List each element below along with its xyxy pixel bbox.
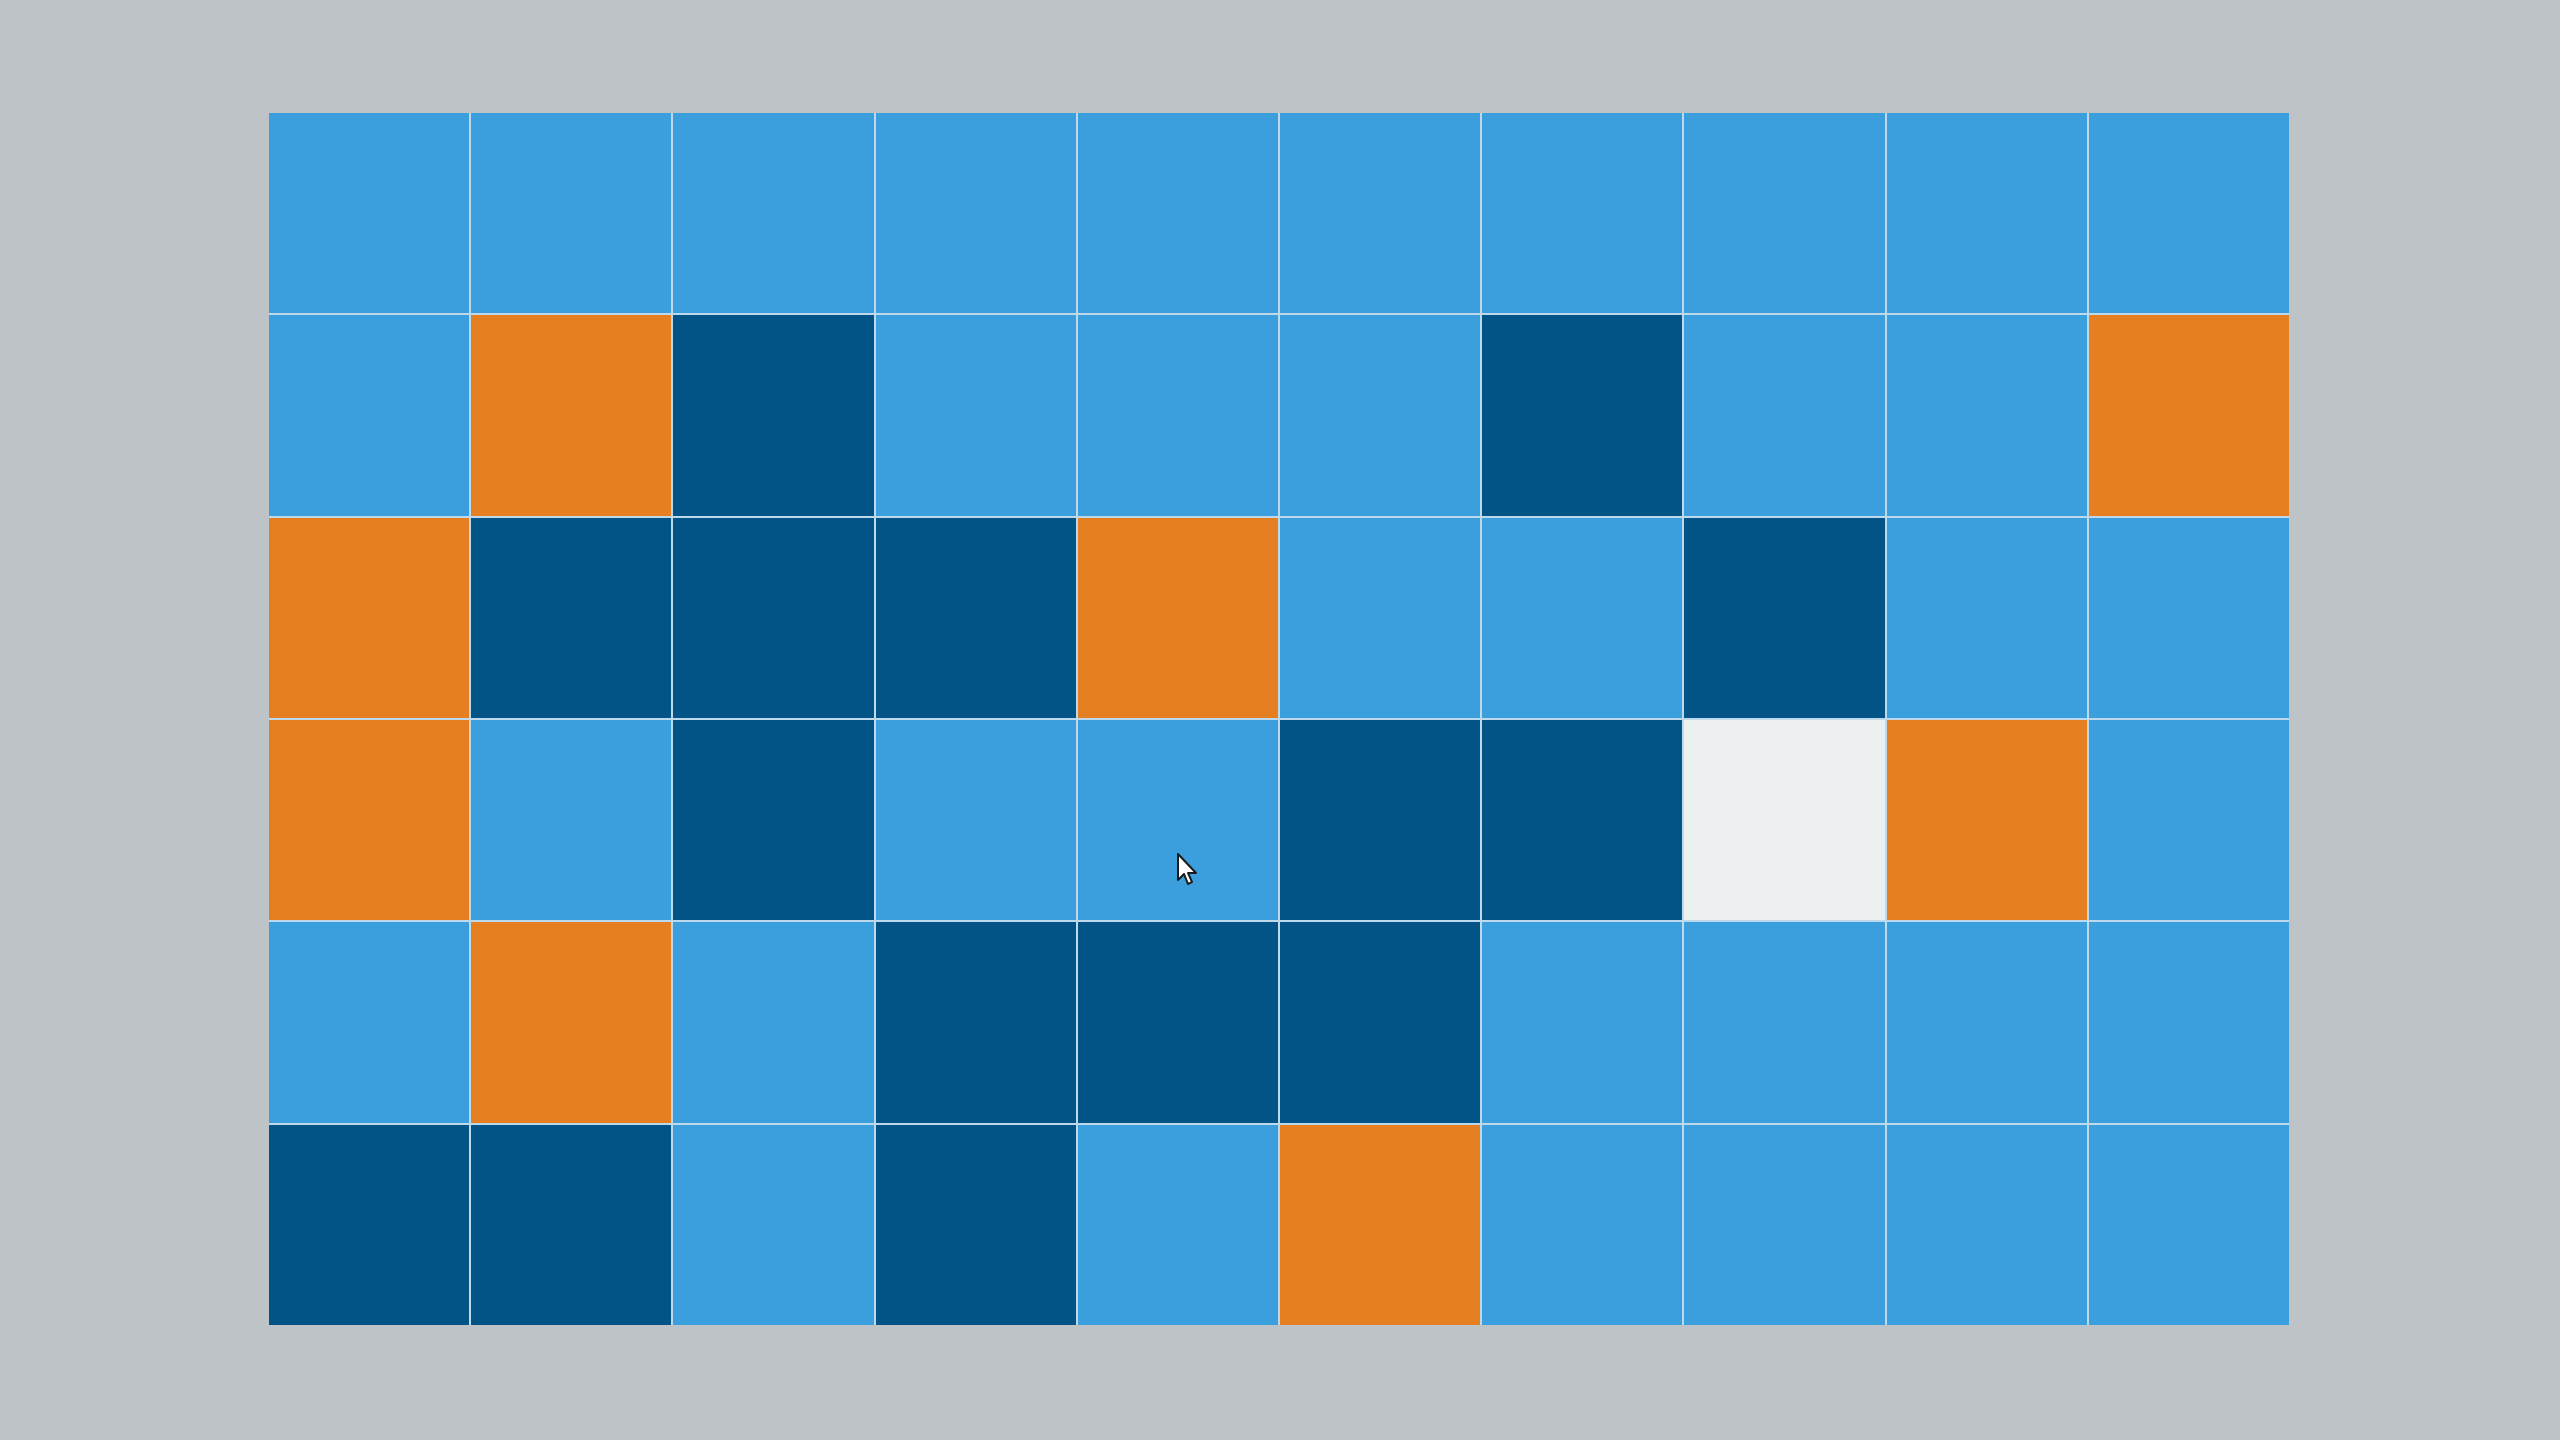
board-cell-r4-c1-orange[interactable] — [269, 719, 470, 921]
board-cell-r5-c1-light[interactable] — [269, 922, 470, 1123]
board-cell-r1-c1-light[interactable] — [269, 113, 470, 314]
board-cell-r2-c7-dark[interactable] — [1482, 315, 1683, 516]
board-cell-r5-c4-dark[interactable] — [875, 922, 1076, 1123]
board-cell-r5-c8-light[interactable] — [1684, 922, 1885, 1123]
board-cell-r1-c7-light[interactable] — [1482, 113, 1683, 314]
board-cell-r2-c4-light[interactable] — [875, 315, 1076, 516]
board-cell-r6-c4-dark[interactable] — [875, 1124, 1076, 1325]
board-cell-r2-c10-orange[interactable] — [2088, 315, 2289, 516]
board-cell-r2-c2-orange[interactable] — [471, 315, 672, 516]
board-cell-r2-c6-light[interactable] — [1279, 315, 1481, 516]
game-board — [269, 113, 2289, 1325]
board-cell-r1-c3-light[interactable] — [673, 113, 874, 314]
board-cell-r4-c8-white[interactable] — [1684, 719, 1885, 921]
board-cell-r5-c7-light[interactable] — [1482, 922, 1683, 1123]
board-cell-r6-c8-light[interactable] — [1684, 1124, 1885, 1325]
board-cell-r5-c5-dark[interactable] — [1077, 922, 1278, 1123]
board-cell-r4-c6-dark[interactable] — [1279, 719, 1481, 921]
board-cell-r2-c8-light[interactable] — [1684, 315, 1885, 516]
board-cell-r3-c8-dark[interactable] — [1684, 517, 1885, 718]
board-cell-r6-c6-orange[interactable] — [1279, 1124, 1481, 1325]
board-cell-r4-c7-dark[interactable] — [1482, 719, 1683, 921]
board-cell-r1-c5-light[interactable] — [1077, 113, 1278, 314]
board-cell-r2-c5-light[interactable] — [1077, 315, 1278, 516]
board-cell-r3-c1-orange[interactable] — [269, 517, 470, 718]
board-cell-r5-c2-orange[interactable] — [471, 922, 672, 1123]
board-cell-r4-c9-orange[interactable] — [1886, 719, 2087, 921]
board-cell-r3-c3-dark[interactable] — [673, 517, 874, 718]
board-cell-r1-c10-light[interactable] — [2088, 113, 2289, 314]
board-cell-r1-c9-light[interactable] — [1886, 113, 2087, 314]
board-cell-r6-c3-light[interactable] — [673, 1124, 874, 1325]
board-cell-r4-c2-light[interactable] — [471, 719, 672, 921]
board-cell-r4-c3-dark[interactable] — [673, 719, 874, 921]
board-cell-r2-c3-dark[interactable] — [673, 315, 874, 516]
board-cell-r3-c4-dark[interactable] — [875, 517, 1076, 718]
board-cell-r5-c9-light[interactable] — [1886, 922, 2087, 1123]
board-cell-r1-c6-light[interactable] — [1279, 113, 1481, 314]
board-cell-r4-c5-light[interactable] — [1077, 719, 1278, 921]
board-cell-r3-c10-light[interactable] — [2088, 517, 2289, 718]
board-cell-r1-c4-light[interactable] — [875, 113, 1076, 314]
board-cell-r6-c7-light[interactable] — [1482, 1124, 1683, 1325]
board-cell-r1-c2-light[interactable] — [471, 113, 672, 314]
board-cell-r5-c3-light[interactable] — [673, 922, 874, 1123]
board-cell-r4-c10-light[interactable] — [2088, 719, 2289, 921]
board-cell-r6-c2-dark[interactable] — [471, 1124, 672, 1325]
board-cell-r6-c1-dark[interactable] — [269, 1124, 470, 1325]
board-cell-r2-c1-light[interactable] — [269, 315, 470, 516]
board-cell-r5-c6-dark[interactable] — [1279, 922, 1481, 1123]
board-cell-r6-c9-light[interactable] — [1886, 1124, 2087, 1325]
board-cell-r3-c6-light[interactable] — [1279, 517, 1481, 718]
board-cell-r6-c5-light[interactable] — [1077, 1124, 1278, 1325]
board-cell-r1-c8-light[interactable] — [1684, 113, 1885, 314]
board-cell-r3-c5-orange[interactable] — [1077, 517, 1278, 718]
board-cell-r5-c10-light[interactable] — [2088, 922, 2289, 1123]
board-cell-r3-c9-light[interactable] — [1886, 517, 2087, 718]
board-cell-r3-c2-dark[interactable] — [471, 517, 672, 718]
board-cell-r2-c9-light[interactable] — [1886, 315, 2087, 516]
board-cell-r4-c4-light[interactable] — [875, 719, 1076, 921]
board-cell-r3-c7-light[interactable] — [1482, 517, 1683, 718]
board-cell-r6-c10-light[interactable] — [2088, 1124, 2289, 1325]
